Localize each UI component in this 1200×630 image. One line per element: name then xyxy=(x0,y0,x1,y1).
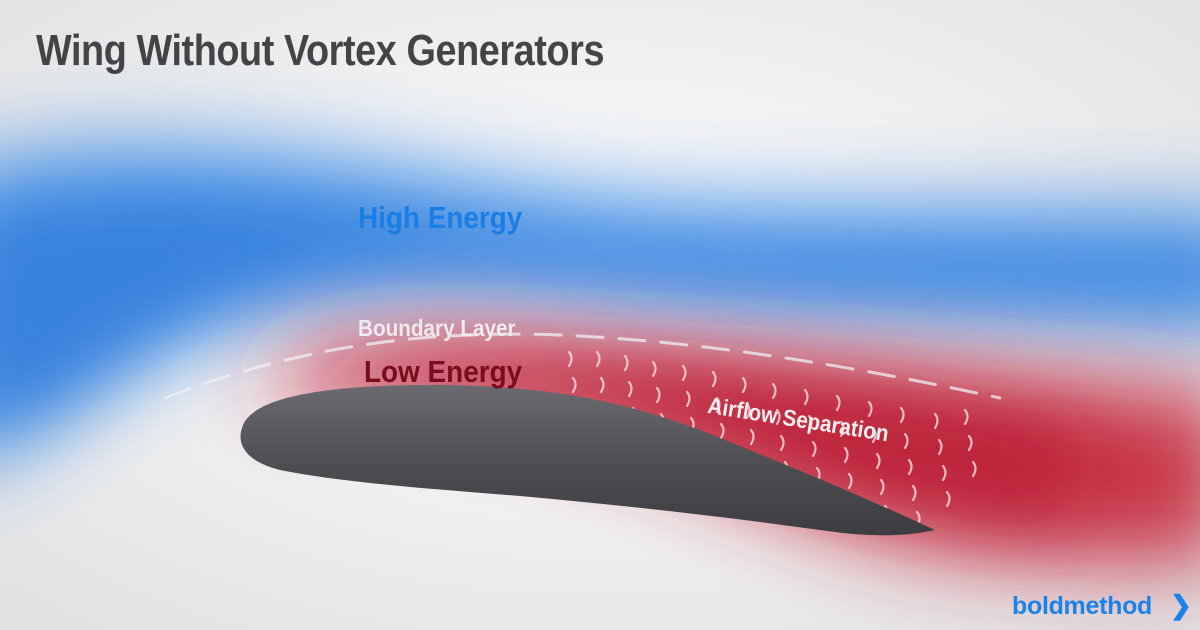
separation-swirl xyxy=(967,434,973,452)
separation-swirl xyxy=(839,420,845,438)
separation-swirl xyxy=(871,426,877,444)
separation-swirl xyxy=(903,432,909,450)
separation-swirl xyxy=(715,396,721,414)
separation-swirl xyxy=(803,388,809,406)
separation-swirl xyxy=(719,422,725,440)
high-energy-core xyxy=(0,197,1200,418)
separation-swirl xyxy=(937,438,943,456)
separation-swirl xyxy=(599,376,605,394)
separation-swirl xyxy=(749,428,755,446)
separation-swirl xyxy=(971,460,977,478)
separation-swirl xyxy=(655,386,661,404)
separation-swirl xyxy=(807,414,813,432)
separation-swirl xyxy=(711,370,717,388)
separation-swirl xyxy=(681,364,687,382)
separation-swirl xyxy=(933,412,939,430)
separation-swirl xyxy=(779,434,785,452)
separation-swirl xyxy=(879,478,885,496)
separation-swirl xyxy=(907,458,913,476)
separation-swirl xyxy=(567,350,573,368)
brand-logo: boldmethod xyxy=(1012,592,1153,620)
separation-swirl xyxy=(945,490,951,508)
separation-swirl xyxy=(843,446,849,464)
separation-swirl xyxy=(771,382,777,400)
separation-swirl xyxy=(745,402,751,420)
separation-swirl xyxy=(899,406,905,424)
chevron-right-icon: ❯ xyxy=(1170,590,1192,620)
separation-swirl xyxy=(775,408,781,426)
separation-swirl xyxy=(571,376,577,394)
separation-swirl xyxy=(623,354,629,372)
separation-swirl xyxy=(847,472,853,490)
separation-swirl xyxy=(941,464,947,482)
separation-swirl xyxy=(963,408,969,426)
low-energy-label: Low Energy xyxy=(364,354,523,389)
separation-swirl xyxy=(875,452,881,470)
separation-swirl xyxy=(651,360,657,378)
low-energy-core xyxy=(320,357,1080,520)
separation-swirl xyxy=(741,376,747,394)
separation-swirl xyxy=(867,400,873,418)
boundary-layer-line xyxy=(163,332,1002,400)
separation-swirl xyxy=(911,484,917,502)
separation-swirl xyxy=(627,380,633,398)
wing-airfoil xyxy=(240,384,935,536)
separation-swirl xyxy=(811,440,817,458)
separation-swirl xyxy=(835,394,841,412)
high-energy-label: High Energy xyxy=(358,200,523,235)
page-title: Wing Without Vortex Generators xyxy=(36,26,605,75)
boundary-layer-label: Boundary Layer xyxy=(358,315,516,341)
separation-swirl xyxy=(595,350,601,368)
separation-swirl xyxy=(685,390,691,408)
